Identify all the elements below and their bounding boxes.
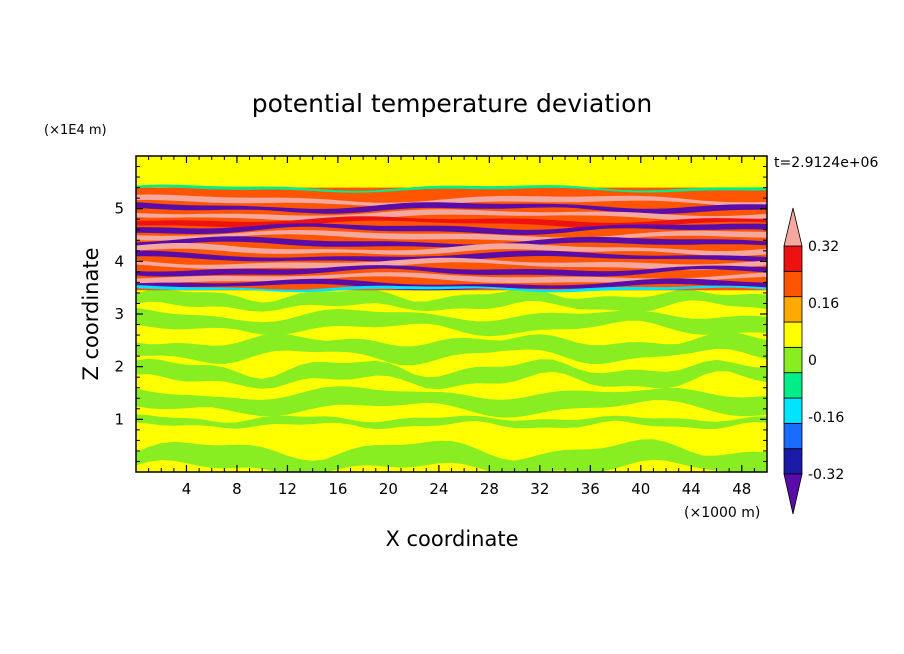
x-tick-label: 12 <box>278 480 297 498</box>
contour-region <box>136 414 767 430</box>
colorbar-segment <box>783 321 803 348</box>
colorbar-segment <box>783 448 803 475</box>
x-tick-label: 28 <box>480 480 499 498</box>
x-unit-label: (×1000 m) <box>684 505 760 521</box>
contour-band <box>136 243 767 257</box>
colorbar-segment <box>783 422 803 450</box>
colorbar-segment <box>783 372 803 399</box>
x-tick-label: 44 <box>682 480 701 498</box>
colorbar-segment <box>783 245 803 272</box>
contour-band <box>136 202 767 215</box>
contour-band <box>136 194 767 207</box>
contour-band <box>136 223 767 235</box>
contour-band <box>136 278 767 291</box>
contour-band <box>136 209 767 222</box>
x-axis-label: X coordinate <box>385 527 518 551</box>
contour-region <box>136 386 767 418</box>
colorbar-segment <box>783 296 803 323</box>
colorbar-extend-min <box>783 473 803 515</box>
contour-band <box>136 250 767 263</box>
x-tick-label: 8 <box>232 480 242 498</box>
x-tick-label: 48 <box>732 480 751 498</box>
x-tick-label: 32 <box>530 480 549 498</box>
contour-region <box>136 288 767 313</box>
colorbar-extend-max <box>783 207 803 247</box>
contour-region <box>136 307 767 337</box>
plot-area <box>136 156 767 472</box>
contour-band <box>136 272 767 285</box>
x-tick-label: 4 <box>182 480 192 498</box>
contour-band <box>136 257 767 271</box>
x-tick-label: 20 <box>379 480 398 498</box>
x-tick-label: 40 <box>631 480 650 498</box>
colorbar-segment <box>783 346 803 374</box>
colorbar-label: 0 <box>808 353 817 369</box>
y-tick-label: 1 <box>114 410 124 428</box>
y-tick-label: 4 <box>114 252 124 270</box>
y-tick-label: 3 <box>114 305 124 323</box>
colorbar-segment <box>783 397 803 424</box>
time-label: t=2.9124e+06 <box>774 155 878 171</box>
contour-band <box>136 236 767 248</box>
contour-band <box>136 188 767 200</box>
colorbar-label: -0.16 <box>808 410 844 426</box>
colorbar-segment <box>783 270 803 298</box>
x-tick-label: 16 <box>328 480 347 498</box>
colorbar-label: 0.32 <box>808 239 839 255</box>
x-tick-label: 36 <box>581 480 600 498</box>
y-axis-label: Z coordinate <box>79 247 103 380</box>
contour-region <box>136 358 767 390</box>
y-tick-label: 5 <box>114 200 124 218</box>
contour-band <box>136 265 767 277</box>
y-tick-label: 2 <box>114 358 124 376</box>
y-unit-label: (×1E4 m) <box>44 123 107 138</box>
colorbar: 0.32 0.16 0 -0.16 -0.32 <box>783 207 844 515</box>
colorbar-label: -0.32 <box>808 467 844 483</box>
contour-region <box>136 184 767 193</box>
x-tick-label: 24 <box>429 480 448 498</box>
chart-title: potential temperature deviation <box>252 89 652 118</box>
contour-region <box>136 331 767 366</box>
contour-region <box>136 439 767 472</box>
contour-region <box>136 285 767 293</box>
colorbar-label: 0.16 <box>808 296 839 312</box>
